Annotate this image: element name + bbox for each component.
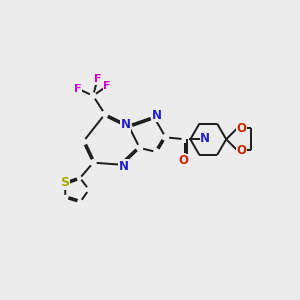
Text: F: F <box>74 84 81 94</box>
Text: S: S <box>61 176 70 189</box>
Text: O: O <box>237 144 247 157</box>
Text: N: N <box>121 118 130 131</box>
Text: F: F <box>94 74 101 84</box>
Text: F: F <box>103 81 111 91</box>
Text: O: O <box>237 122 247 135</box>
Text: N: N <box>200 132 210 145</box>
Text: O: O <box>178 154 189 167</box>
Text: N: N <box>152 109 162 122</box>
Text: N: N <box>118 160 128 173</box>
